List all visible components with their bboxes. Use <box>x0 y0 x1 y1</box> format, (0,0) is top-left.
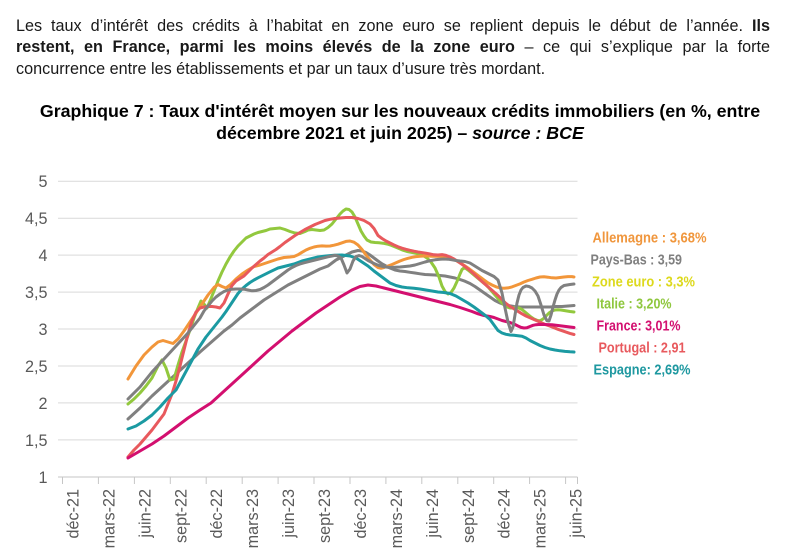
svg-text:juin-22: juin-22 <box>136 489 154 539</box>
svg-text:Espagne: 2,69%: Espagne: 2,69% <box>594 361 691 378</box>
svg-text:Italie : 3,20%: Italie : 3,20% <box>597 295 672 312</box>
svg-text:mars-25: mars-25 <box>532 489 550 548</box>
svg-text:déc-24: déc-24 <box>496 489 514 539</box>
svg-text:déc-22: déc-22 <box>208 489 226 539</box>
svg-text:déc-23: déc-23 <box>352 489 370 539</box>
svg-text:sept-24: sept-24 <box>460 489 478 543</box>
svg-text:mars-22: mars-22 <box>100 489 118 548</box>
svg-text:5: 5 <box>38 173 47 191</box>
svg-text:Zone euro : 3,3%: Zone euro : 3,3% <box>592 273 695 290</box>
svg-text:Pays-Bas : 3,59: Pays-Bas : 3,59 <box>591 251 683 268</box>
svg-text:2,5: 2,5 <box>25 358 48 376</box>
svg-text:déc-21: déc-21 <box>65 489 83 539</box>
svg-text:mars-24: mars-24 <box>388 489 406 548</box>
svg-text:Portugal : 2,91: Portugal : 2,91 <box>599 339 686 356</box>
svg-text:3,5: 3,5 <box>25 284 48 302</box>
svg-text:Allemagne : 3,68%: Allemagne : 3,68% <box>593 229 707 246</box>
svg-text:mars-23: mars-23 <box>244 489 262 548</box>
svg-text:juin-23: juin-23 <box>280 489 298 539</box>
svg-text:1: 1 <box>38 469 47 487</box>
svg-text:sept-22: sept-22 <box>172 489 190 543</box>
svg-text:France: 3,01%: France: 3,01% <box>597 317 681 334</box>
svg-text:3: 3 <box>38 321 47 339</box>
svg-text:sept-23: sept-23 <box>316 489 334 543</box>
svg-text:juin-24: juin-24 <box>424 489 442 539</box>
svg-text:2: 2 <box>38 395 47 413</box>
svg-text:4: 4 <box>38 247 47 265</box>
svg-text:4,5: 4,5 <box>25 210 48 228</box>
svg-text:juin-25: juin-25 <box>568 489 586 539</box>
svg-text:1,5: 1,5 <box>25 432 48 450</box>
